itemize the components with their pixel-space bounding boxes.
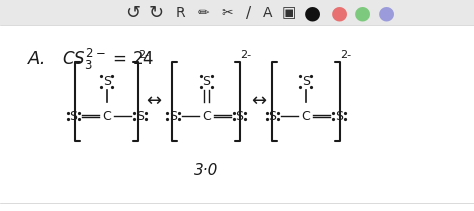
Text: $CS_3^{2-}$ = 24: $CS_3^{2-}$ = 24 <box>62 47 154 72</box>
Text: R: R <box>175 6 185 20</box>
Text: ✂: ✂ <box>222 6 233 20</box>
Text: C: C <box>102 110 111 123</box>
Text: S: S <box>202 75 210 88</box>
Text: S: S <box>302 75 310 88</box>
Text: S: S <box>269 110 276 123</box>
Text: 3·0: 3·0 <box>194 163 219 179</box>
Text: ▣: ▣ <box>282 5 296 21</box>
Text: 2-: 2- <box>138 50 149 60</box>
Text: S: S <box>136 110 144 123</box>
Text: ●: ● <box>330 4 347 23</box>
Text: S: S <box>169 110 177 123</box>
Text: 2-: 2- <box>340 50 351 60</box>
Text: ↻: ↻ <box>149 4 164 22</box>
Text: ●: ● <box>304 4 321 23</box>
Text: ●: ● <box>354 4 371 23</box>
Text: ●: ● <box>378 4 395 23</box>
Text: A: A <box>263 6 273 20</box>
Text: /: / <box>246 5 251 21</box>
Text: ↺: ↺ <box>125 4 140 22</box>
Text: S: S <box>236 110 243 123</box>
Text: S: S <box>335 110 343 123</box>
Text: A.: A. <box>28 50 47 68</box>
Text: ↔: ↔ <box>251 92 266 110</box>
Text: C: C <box>202 110 210 123</box>
Text: C: C <box>301 110 310 123</box>
FancyBboxPatch shape <box>0 0 474 25</box>
Text: 2-: 2- <box>240 50 251 60</box>
Text: ↔: ↔ <box>146 92 162 110</box>
Text: S: S <box>103 75 110 88</box>
Text: S: S <box>70 110 77 123</box>
Text: ✏: ✏ <box>198 6 210 20</box>
